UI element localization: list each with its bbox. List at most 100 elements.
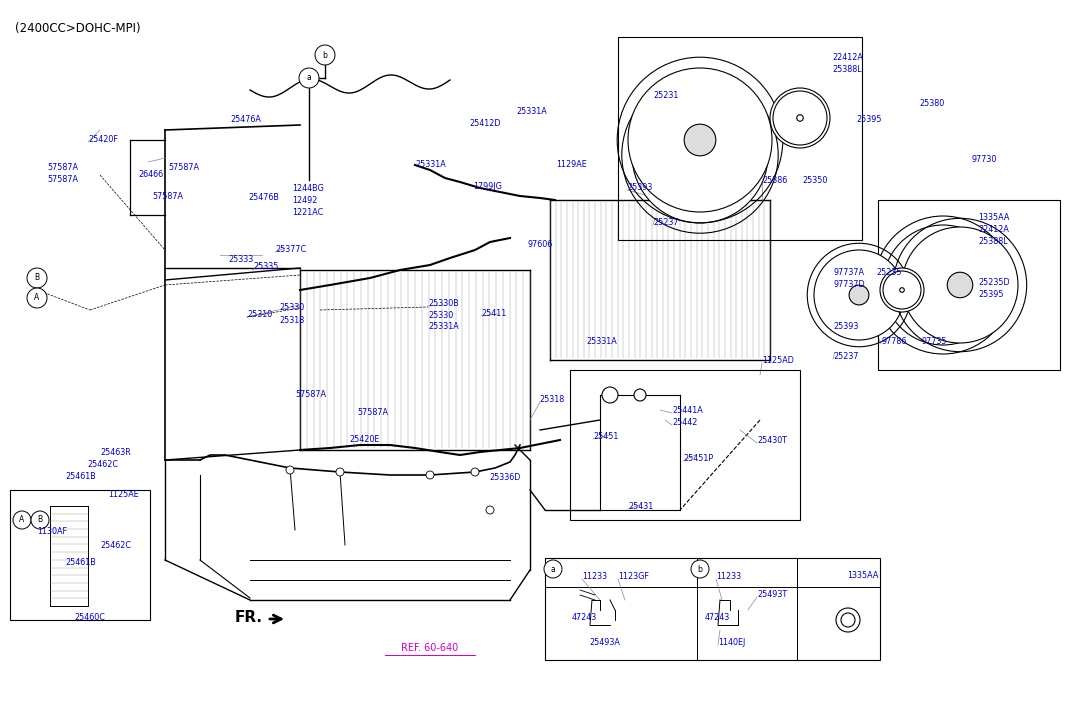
Text: 25463R: 25463R (100, 448, 131, 457)
Text: 1221AC: 1221AC (292, 208, 323, 217)
Text: (2400CC>DOHC-MPI): (2400CC>DOHC-MPI) (15, 22, 140, 35)
Text: 25442: 25442 (672, 418, 697, 427)
Text: 25318: 25318 (280, 316, 304, 325)
Text: 25461B: 25461B (65, 472, 95, 481)
Circle shape (841, 613, 855, 627)
Text: 25335: 25335 (253, 262, 278, 271)
Circle shape (602, 387, 618, 403)
Text: 25476B: 25476B (248, 193, 278, 202)
Text: B: B (37, 515, 43, 524)
Circle shape (426, 471, 434, 479)
Text: 1125AD: 1125AD (761, 356, 794, 365)
Text: 25420E: 25420E (349, 435, 379, 444)
Text: 25318: 25318 (539, 395, 564, 404)
Text: 25460C: 25460C (74, 613, 105, 622)
Text: 25441A: 25441A (672, 406, 703, 415)
Text: 25331A: 25331A (516, 107, 547, 116)
Circle shape (849, 285, 869, 305)
Circle shape (471, 468, 479, 476)
Text: 25451P: 25451P (683, 454, 713, 463)
Text: 1799JG: 1799JG (473, 182, 502, 191)
Circle shape (315, 45, 335, 65)
Text: 25388L: 25388L (832, 65, 862, 74)
Text: 25330B: 25330B (428, 299, 458, 308)
Bar (618, 37, 862, 240)
Text: 25231: 25231 (653, 91, 678, 100)
Text: a: a (306, 73, 312, 82)
Text: B: B (34, 273, 40, 283)
Circle shape (684, 124, 715, 156)
Text: 25395: 25395 (856, 115, 881, 124)
Text: 97786: 97786 (881, 337, 906, 346)
Text: 25411: 25411 (481, 309, 507, 318)
Circle shape (691, 560, 709, 578)
Text: REF. 60-640: REF. 60-640 (402, 643, 458, 653)
Text: 25420F: 25420F (88, 135, 118, 144)
Circle shape (900, 288, 904, 292)
Text: 47243: 47243 (572, 613, 598, 622)
Text: 1129AE: 1129AE (556, 160, 587, 169)
Circle shape (854, 289, 864, 300)
Bar (570, 370, 800, 520)
Text: 25330: 25330 (428, 311, 453, 320)
Text: 1244BG: 1244BG (292, 184, 323, 193)
Circle shape (797, 115, 803, 121)
Text: 22412A: 22412A (832, 53, 863, 62)
Text: 25412D: 25412D (469, 119, 500, 128)
Bar (10, 490, 150, 620)
Text: 25336D: 25336D (489, 473, 521, 482)
Text: 97737D: 97737D (833, 280, 864, 289)
Text: 11233: 11233 (716, 572, 741, 581)
Circle shape (31, 511, 49, 529)
Text: 57587A: 57587A (47, 175, 78, 184)
Circle shape (286, 466, 295, 474)
Circle shape (947, 272, 972, 298)
Bar (878, 200, 1060, 370)
Text: 1123GF: 1123GF (618, 572, 649, 581)
Circle shape (544, 560, 562, 578)
Text: b: b (697, 564, 703, 574)
Circle shape (628, 68, 772, 212)
Text: 1125AE: 1125AE (108, 490, 139, 499)
Text: 57587A: 57587A (357, 408, 388, 417)
Circle shape (773, 91, 827, 145)
Text: 12492: 12492 (292, 196, 317, 205)
Circle shape (13, 511, 31, 529)
Text: 97730: 97730 (972, 155, 997, 164)
Text: 25431: 25431 (628, 502, 653, 511)
Text: 1335AA: 1335AA (978, 213, 1009, 222)
Circle shape (634, 389, 646, 401)
Text: a: a (550, 564, 556, 574)
Circle shape (875, 293, 881, 299)
Text: 25380: 25380 (919, 99, 945, 108)
Text: 25462C: 25462C (87, 460, 118, 469)
Text: 25462C: 25462C (100, 541, 131, 550)
Circle shape (336, 468, 344, 476)
Text: A: A (34, 294, 40, 302)
Circle shape (27, 288, 47, 308)
Circle shape (685, 140, 715, 170)
Text: 25493A: 25493A (589, 638, 620, 647)
Text: 25331A: 25331A (428, 322, 458, 331)
Circle shape (632, 87, 768, 223)
Text: 97606: 97606 (527, 240, 553, 249)
Bar (545, 558, 880, 660)
Circle shape (27, 268, 47, 288)
Text: 57587A: 57587A (295, 390, 326, 399)
Circle shape (692, 132, 709, 148)
Text: 57587A: 57587A (152, 192, 183, 201)
Text: 25237: 25237 (653, 218, 679, 227)
Text: 57587A: 57587A (168, 163, 199, 172)
Text: 25451: 25451 (593, 432, 618, 441)
Text: 25331A: 25331A (586, 337, 617, 346)
Circle shape (930, 272, 956, 298)
Text: 1130AF: 1130AF (37, 527, 67, 536)
Text: 97737A: 97737A (833, 268, 864, 277)
Text: 25461B: 25461B (65, 558, 95, 567)
Circle shape (836, 608, 860, 632)
Circle shape (853, 271, 903, 321)
Circle shape (814, 250, 904, 340)
Text: 25393: 25393 (627, 183, 652, 192)
Circle shape (953, 278, 967, 292)
Circle shape (936, 278, 950, 292)
